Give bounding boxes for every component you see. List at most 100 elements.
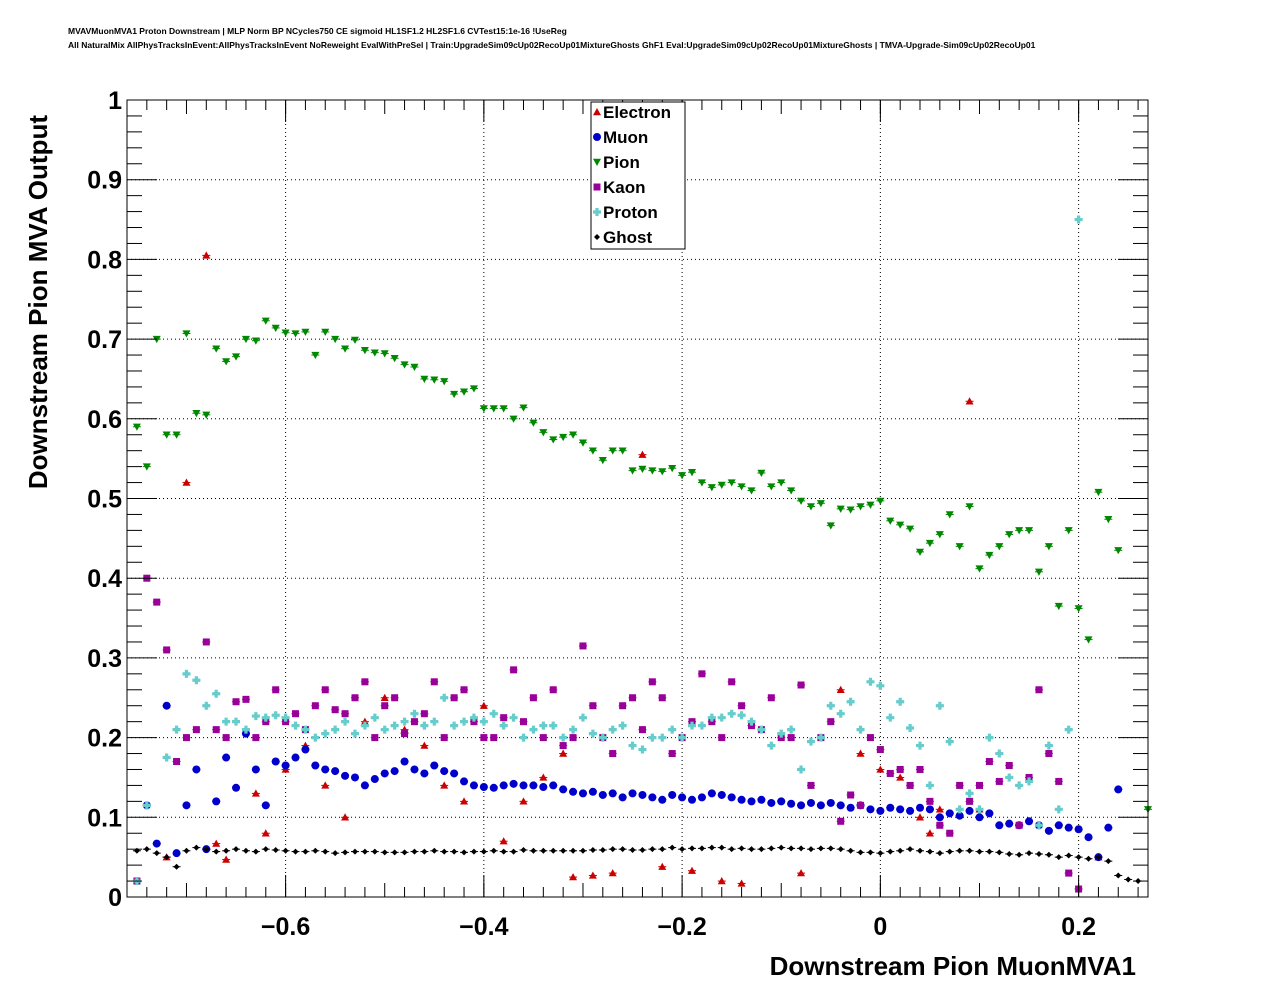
kaon-point bbox=[361, 678, 369, 686]
proton-point bbox=[222, 717, 231, 726]
proton-point bbox=[846, 697, 855, 706]
proton-point bbox=[1005, 773, 1014, 782]
proton-point bbox=[747, 717, 756, 726]
muon-point bbox=[727, 793, 736, 802]
proton-point bbox=[251, 712, 260, 721]
pion-point bbox=[906, 525, 915, 533]
muon-point bbox=[1064, 823, 1073, 832]
proton-point bbox=[876, 681, 885, 690]
electron-point bbox=[559, 749, 568, 757]
proton-point bbox=[767, 741, 776, 750]
ghost-point bbox=[857, 849, 864, 856]
pion-point bbox=[241, 335, 250, 344]
pion-point bbox=[232, 353, 241, 361]
legend-box bbox=[590, 101, 686, 250]
ghost-point bbox=[470, 848, 477, 855]
ghost-point bbox=[441, 848, 448, 855]
kaon-point bbox=[638, 726, 646, 734]
kaon-point bbox=[420, 710, 428, 718]
kaon-point bbox=[916, 765, 924, 773]
pion-point bbox=[797, 497, 806, 505]
ghost-point bbox=[173, 863, 180, 870]
pion-point bbox=[479, 405, 488, 413]
pion-point bbox=[945, 511, 954, 519]
pion-point bbox=[251, 337, 260, 345]
ghost-point bbox=[213, 848, 220, 855]
ghost-point bbox=[500, 848, 507, 855]
muon-point bbox=[935, 813, 944, 822]
ghost-point bbox=[887, 848, 894, 855]
kaon-point bbox=[906, 781, 914, 789]
legend-label-pion: Pion bbox=[603, 153, 640, 172]
pion-point bbox=[886, 517, 895, 525]
x-tick-label: 0 bbox=[873, 913, 887, 941]
kaon-point bbox=[232, 698, 240, 706]
proton-point bbox=[598, 733, 607, 742]
kaon-point bbox=[311, 702, 319, 710]
kaon-point bbox=[539, 734, 547, 742]
legend-label-muon: Muon bbox=[603, 128, 648, 147]
muon-point bbox=[846, 803, 855, 812]
pion-point bbox=[916, 548, 925, 556]
kaon-point bbox=[292, 710, 300, 718]
muon-point bbox=[757, 795, 766, 804]
ghost-point bbox=[936, 850, 943, 857]
pion-point bbox=[1005, 531, 1014, 539]
ghost-point bbox=[520, 846, 527, 853]
electron-point bbox=[569, 873, 578, 881]
legend-marker-electron bbox=[593, 108, 601, 116]
muon-point bbox=[350, 773, 359, 782]
pion-point bbox=[202, 411, 211, 419]
muon-point bbox=[945, 809, 954, 818]
muon-point bbox=[995, 821, 1004, 830]
muon-point bbox=[806, 798, 815, 807]
muon-point bbox=[360, 781, 369, 790]
muon-point bbox=[747, 797, 756, 806]
pion-point bbox=[707, 484, 716, 492]
proton-point bbox=[162, 753, 171, 762]
ghost-point bbox=[976, 848, 983, 855]
proton-point bbox=[618, 721, 627, 730]
kaon-point bbox=[797, 681, 805, 689]
kaon-point bbox=[529, 694, 537, 702]
ghost-point bbox=[381, 849, 388, 856]
ghost-point bbox=[966, 847, 973, 854]
ghost-point bbox=[946, 848, 953, 855]
muon-point bbox=[916, 803, 925, 812]
pion-point bbox=[182, 330, 191, 338]
electron-point bbox=[440, 781, 449, 789]
proton-point bbox=[380, 725, 389, 734]
muon-point bbox=[232, 783, 241, 792]
proton-point bbox=[519, 733, 528, 742]
electron-point bbox=[360, 717, 369, 725]
muon-point bbox=[450, 769, 459, 778]
kaon-point bbox=[956, 781, 964, 789]
muon-point bbox=[925, 805, 934, 814]
kaon-point bbox=[371, 734, 379, 742]
kaon-point bbox=[946, 829, 954, 837]
x-tick-labels: −0.6 −0.4 −0.2 0 0.2 bbox=[261, 913, 1096, 941]
proton-point bbox=[826, 701, 835, 710]
kaon-point bbox=[252, 734, 260, 742]
proton-point bbox=[737, 711, 746, 720]
y-tick-label: 0.3 bbox=[87, 645, 122, 673]
kaon-point bbox=[876, 746, 884, 754]
kaon-point bbox=[609, 750, 617, 758]
kaon-point bbox=[430, 678, 438, 686]
pion-point bbox=[975, 565, 984, 573]
electron-point bbox=[321, 781, 330, 789]
pion-point bbox=[608, 447, 617, 455]
ghost-point bbox=[599, 846, 606, 853]
kaon-point bbox=[182, 734, 190, 742]
proton-point bbox=[390, 721, 399, 730]
muon-point bbox=[965, 806, 974, 815]
muon-point bbox=[321, 765, 330, 774]
kaon-point bbox=[401, 730, 409, 738]
proton-point bbox=[241, 725, 250, 734]
kaon-point bbox=[569, 734, 577, 742]
ghost-point bbox=[807, 846, 814, 853]
proton-point bbox=[311, 733, 320, 742]
kaon-point bbox=[619, 702, 627, 710]
proton-point bbox=[648, 733, 657, 742]
pion-point bbox=[311, 351, 320, 360]
